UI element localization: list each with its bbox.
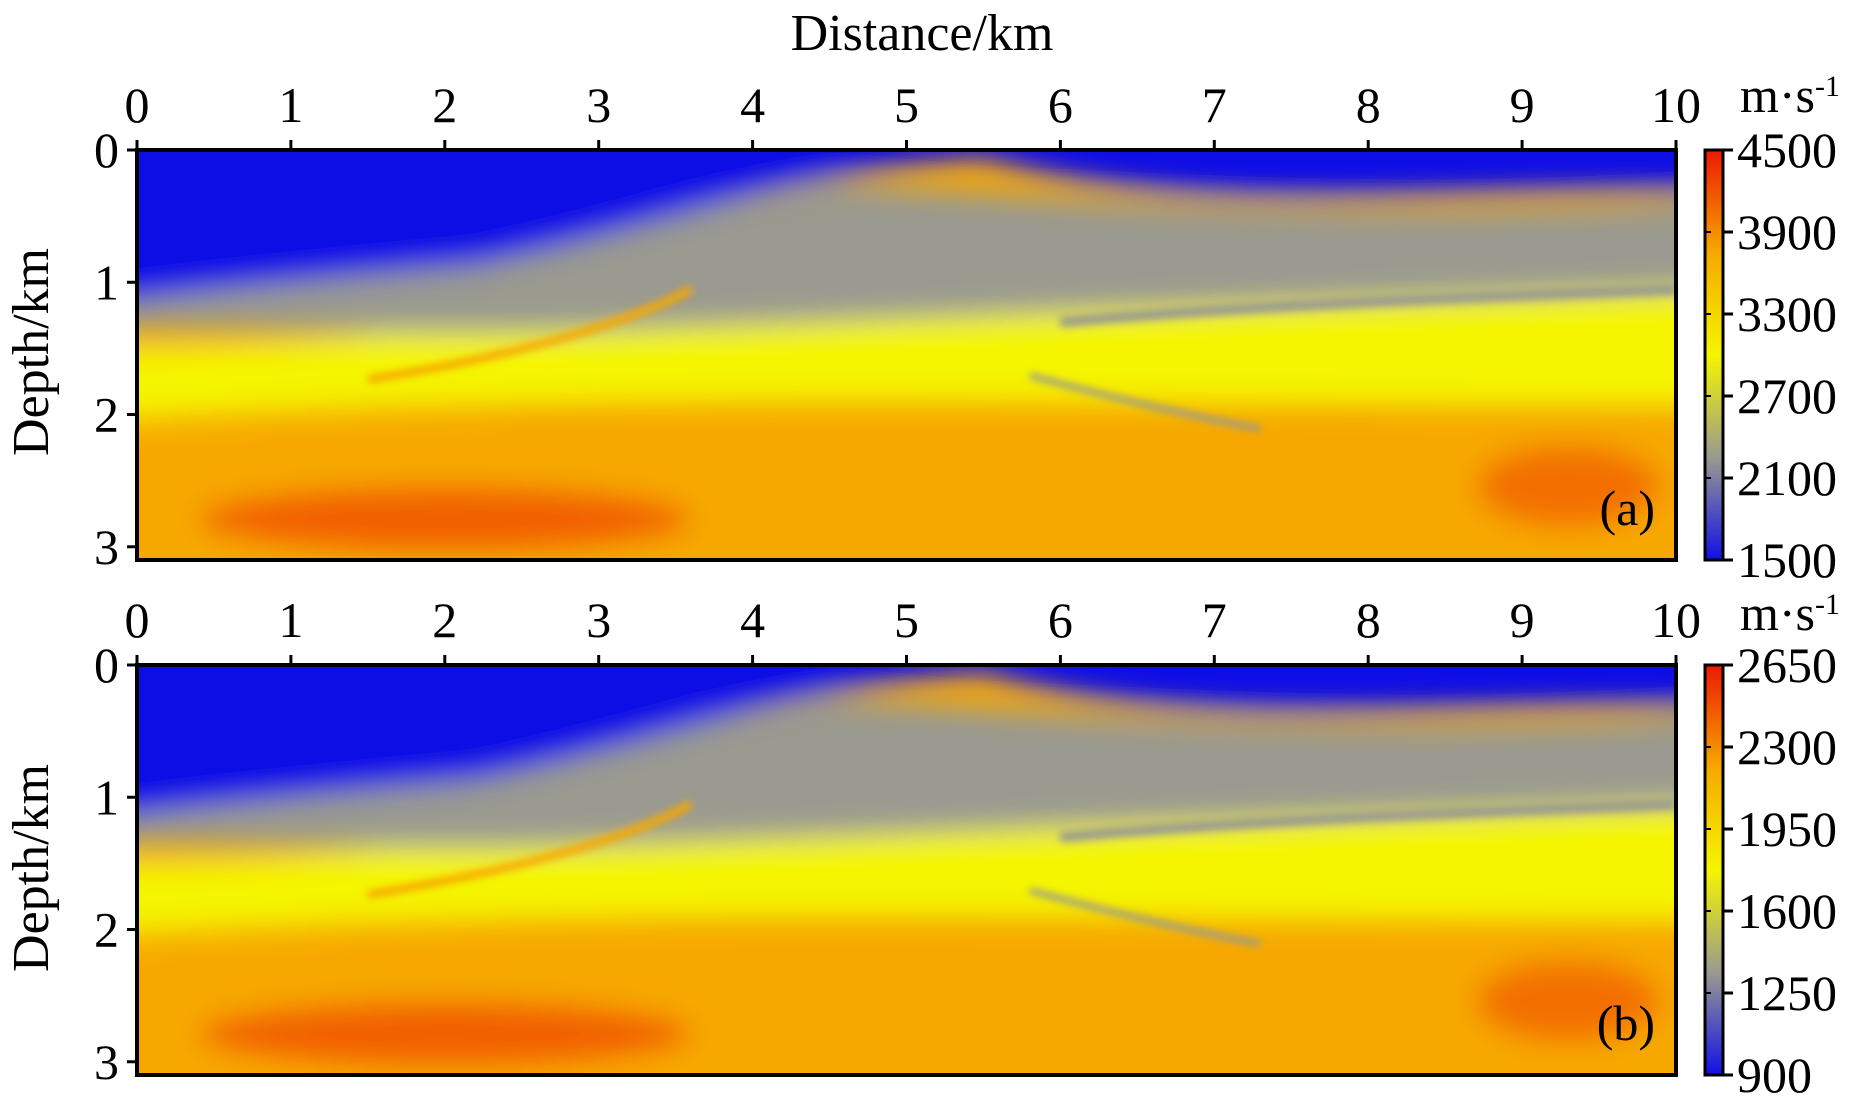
panel-b-label: (b) [1597,995,1655,1051]
x-tick-label: 5 [894,592,919,648]
panel-b-heatmap [137,665,1676,1075]
heatmap-field [137,150,1676,560]
hotspot [198,1001,692,1067]
colorbar-scale [1703,663,1725,1077]
y-tick-label: 0 [94,637,119,693]
y-tick-label: 2 [94,902,119,958]
panel-a-colorbar: 1500 2100 2700 3300 3900 4500 [1703,122,1837,588]
colorbar-tick-label: 2100 [1737,450,1837,506]
reflector [1028,372,1261,432]
panel-b-colorbar: 900 1250 1600 1950 2300 2650 [1703,637,1837,1103]
colorbar-tick-label: 1950 [1737,801,1837,857]
panel-b-ticks: 0 1 2 3 4 5 6 7 8 9 10 0 1 2 3 [94,592,1701,1090]
shallow-layer [137,150,1676,300]
x-tick-label: 0 [125,592,150,648]
y-tick-label: 1 [94,769,119,825]
x-tick-label: 2 [432,592,457,648]
shallow-layer [137,665,1676,815]
transition-layer [137,182,1676,333]
x-tick-label: 4 [740,77,765,133]
x-tick-label: 3 [586,77,611,133]
x-tick-label: 9 [1510,592,1535,648]
colorbar-tick-label: 3900 [1737,204,1837,260]
heatmap-field [137,665,1676,1075]
x-tick-label: 0 [125,77,150,133]
colorbar-tick-label: 2300 [1737,719,1837,775]
colorbar-scale [1703,148,1725,562]
reflector [1059,799,1676,843]
x-tick-label: 1 [278,592,303,648]
hotspot [1475,445,1661,528]
x-tick-label: 7 [1202,77,1227,133]
colorbar-tick-label: 900 [1737,1047,1812,1103]
y-tick-label: 3 [94,519,119,575]
y-tick-label: 0 [94,122,119,178]
colorbar-tick-label: 1250 [1737,965,1837,1021]
colorbar-tick-label: 4500 [1737,122,1837,178]
x-tick-label: 8 [1356,592,1381,648]
transition-layer [137,697,1676,848]
panel-a-y-axis-title: Depth/km [3,248,60,456]
colorbar-tick-label: 2700 [1737,368,1837,424]
reflector [1028,887,1261,947]
x-tick-label: 2 [432,77,457,133]
y-tick-label: 2 [94,387,119,443]
y-tick-label: 1 [94,254,119,310]
panel-a-heatmap [137,150,1676,560]
x-tick-label: 10 [1651,592,1701,648]
colorbar-tick-label: 1600 [1737,883,1837,939]
panel-a-ticks: 0 1 2 3 4 5 6 7 8 9 10 0 1 2 3 [94,77,1701,575]
reflector [367,285,693,384]
x-tick-label: 3 [586,592,611,648]
x-tick-label: 10 [1651,77,1701,133]
reflector [367,800,693,899]
x-tick-label: 1 [278,77,303,133]
colorbar-tick-label: 2650 [1737,637,1837,693]
x-tick-label: 8 [1356,77,1381,133]
colorbar-tick-label: 3300 [1737,286,1837,342]
reflector [1059,284,1676,328]
y-tick-label: 3 [94,1034,119,1090]
colorbar-tick-label: 1500 [1737,532,1837,588]
panel-b: 0 1 2 3 4 5 6 7 8 9 10 0 1 2 3 (b) Depth/km 900 1250 160… [3,585,1840,1103]
panel-b-colorbar-unit: m·s-1 [1740,585,1840,641]
x-tick-label: 5 [894,77,919,133]
x-axis-title: Distance/km [791,5,1054,62]
x-tick-label: 6 [1048,77,1073,133]
x-tick-label: 4 [740,592,765,648]
x-tick-label: 6 [1048,592,1073,648]
x-tick-label: 7 [1202,592,1227,648]
panel-b-y-axis-title: Depth/km [3,764,60,972]
panel-a-label: (a) [1600,480,1656,536]
panel-a-colorbar-unit: m·s-1 [1740,67,1840,123]
hotspot [198,486,692,552]
hotspot [1475,960,1661,1043]
panel-a: 0 1 2 3 4 5 6 7 8 9 10 0 1 2 3 (a) Depth/km 1500 2100 27… [3,67,1840,588]
x-tick-label: 9 [1510,77,1535,133]
